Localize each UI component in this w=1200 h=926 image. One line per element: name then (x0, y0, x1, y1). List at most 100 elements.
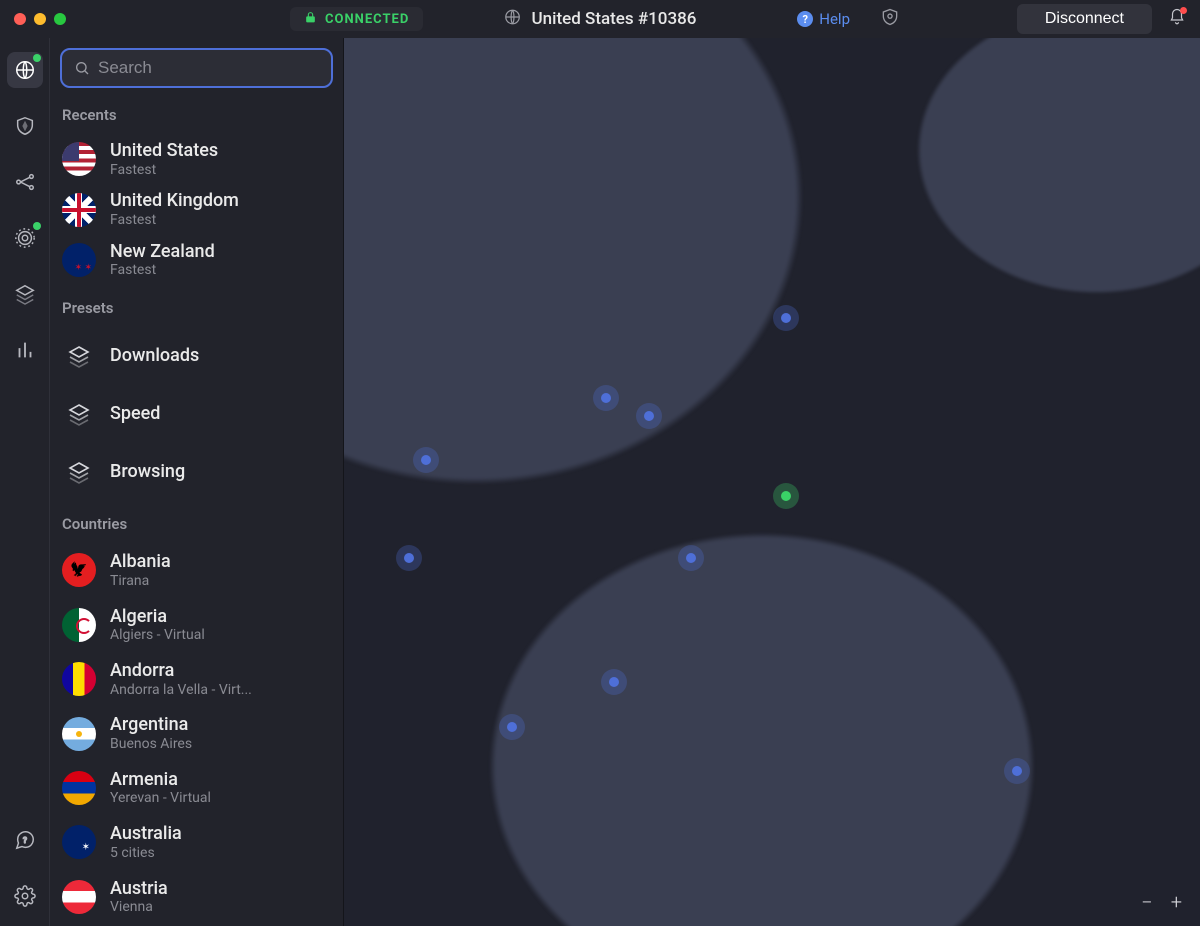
preset-name: Browsing (110, 461, 185, 483)
flag-icon (62, 553, 96, 587)
search-field[interactable] (60, 48, 333, 88)
preset-name: Speed (110, 403, 160, 425)
nav-settings[interactable] (7, 878, 43, 914)
window-controls (14, 13, 66, 25)
country-name: Austria (110, 878, 168, 900)
nav-vpn[interactable] (7, 52, 43, 88)
server-marker[interactable] (609, 677, 619, 687)
country-sub: Andorra la Vella - Virt... (110, 682, 252, 699)
connection-status-pill: CONNECTED (290, 7, 423, 31)
disconnect-button[interactable]: Disconnect (1017, 4, 1152, 34)
country-sub: Yerevan - Virtual (110, 790, 211, 807)
fullscreen-window-button[interactable] (54, 13, 66, 25)
preset-name: Downloads (110, 345, 199, 367)
current-server-label: United States #10386 (532, 9, 697, 29)
recent-item[interactable]: United Kingdom Fastest (60, 184, 333, 234)
threat-protection-icon[interactable] (880, 7, 900, 31)
lock-icon (304, 11, 317, 27)
country-item[interactable]: Andorra Andorra la Vella - Virt... (60, 652, 333, 706)
nav-rail: ? (0, 38, 50, 926)
country-name: Argentina (110, 714, 192, 736)
zoom-controls: − + (1141, 890, 1182, 914)
titlebar: CONNECTED United States #10386 ? Help Di… (0, 0, 1200, 38)
server-marker[interactable] (507, 722, 517, 732)
flag-icon (62, 193, 96, 227)
globe-icon (504, 8, 522, 31)
nav-threat-protection[interactable] (7, 108, 43, 144)
recent-item[interactable]: United States Fastest (60, 134, 333, 184)
status-dot-icon (33, 54, 41, 62)
country-name: New Zealand (110, 241, 215, 263)
connection-status-label: CONNECTED (325, 12, 409, 27)
server-marker[interactable] (686, 553, 696, 563)
disconnect-label: Disconnect (1045, 10, 1124, 27)
flag-icon (62, 717, 96, 751)
country-item[interactable]: Australia 5 cities (60, 815, 333, 869)
preset-item[interactable]: Downloads (60, 327, 333, 385)
flag-icon (62, 662, 96, 696)
close-window-button[interactable] (14, 13, 26, 25)
recents-heading: Recents (60, 102, 333, 134)
country-item[interactable]: Algeria Algiers - Virtual (60, 598, 333, 652)
country-sub: Vienna (110, 899, 168, 916)
country-name: Australia (110, 823, 182, 845)
status-dot-icon (33, 222, 41, 230)
server-marker-connected[interactable] (781, 491, 791, 501)
preset-icon (62, 339, 96, 373)
help-icon: ? (797, 11, 813, 27)
server-marker[interactable] (644, 411, 654, 421)
flag-icon (62, 243, 96, 277)
server-marker[interactable] (421, 455, 431, 465)
nav-support[interactable]: ? (7, 822, 43, 858)
map-view[interactable]: − + (344, 38, 1200, 926)
side-panel: Recents United States Fastest United Kin… (50, 38, 344, 926)
country-item[interactable]: Austria Vienna (60, 870, 333, 924)
minimize-window-button[interactable] (34, 13, 46, 25)
nav-dark-web[interactable] (7, 220, 43, 256)
nav-meshnet[interactable] (7, 164, 43, 200)
country-sub: Buenos Aires (110, 736, 192, 753)
country-sub: Fastest (110, 262, 215, 279)
preset-item[interactable]: Speed (60, 385, 333, 443)
server-marker[interactable] (1012, 766, 1022, 776)
current-server[interactable]: United States #10386 (504, 8, 697, 31)
nav-statistics[interactable] (7, 332, 43, 368)
svg-text:?: ? (23, 836, 27, 846)
flag-icon (62, 825, 96, 859)
flag-icon (62, 771, 96, 805)
country-sub: Algiers - Virtual (110, 627, 205, 644)
help-link[interactable]: ? Help (797, 10, 850, 28)
country-item[interactable]: Albania Tirana (60, 543, 333, 597)
country-sub: Tirana (110, 573, 171, 590)
server-marker[interactable] (781, 313, 791, 323)
country-sub: Fastest (110, 162, 218, 179)
zoom-in-button[interactable]: + (1171, 890, 1182, 914)
countries-heading: Countries (60, 511, 333, 543)
server-marker[interactable] (404, 553, 414, 563)
country-name: Albania (110, 551, 171, 573)
country-name: United States (110, 140, 218, 162)
nav-presets[interactable] (7, 276, 43, 312)
help-label: Help (819, 10, 850, 28)
search-input[interactable] (98, 58, 319, 78)
country-item[interactable]: Argentina Buenos Aires (60, 706, 333, 760)
map-land (344, 38, 1200, 926)
country-sub: Fastest (110, 212, 239, 229)
server-marker[interactable] (601, 393, 611, 403)
preset-item[interactable]: Browsing (60, 443, 333, 501)
country-sub: 5 cities (110, 845, 182, 862)
flag-icon (62, 608, 96, 642)
country-name: United Kingdom (110, 190, 239, 212)
preset-icon (62, 397, 96, 431)
search-icon (74, 60, 90, 76)
presets-heading: Presets (60, 295, 333, 327)
country-item[interactable]: Armenia Yerevan - Virtual (60, 761, 333, 815)
country-name: Algeria (110, 606, 205, 628)
preset-icon (62, 455, 96, 489)
country-name: Andorra (110, 660, 252, 682)
notifications-icon[interactable] (1168, 8, 1186, 30)
flag-icon (62, 880, 96, 914)
flag-icon (62, 142, 96, 176)
zoom-out-button[interactable]: − (1141, 890, 1152, 914)
recent-item[interactable]: New Zealand Fastest (60, 235, 333, 285)
